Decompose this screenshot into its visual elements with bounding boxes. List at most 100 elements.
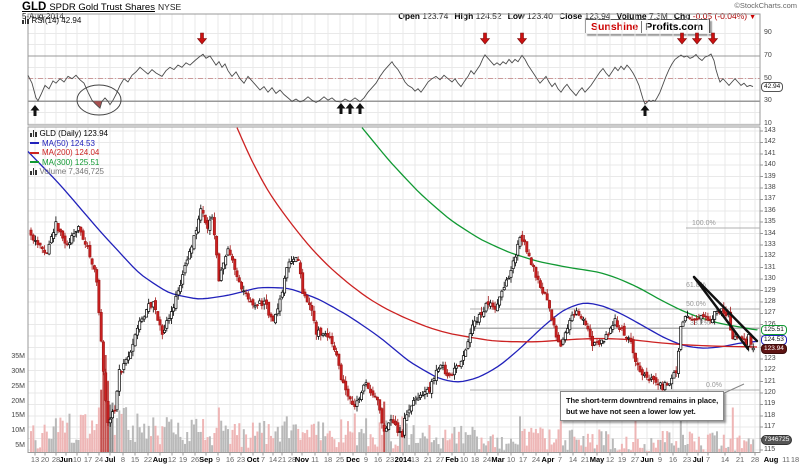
symbol-exchange: NYSE <box>158 2 182 12</box>
stockcharts-copyright: ©StockCharts.com <box>734 1 797 10</box>
date-tick-label: 22 <box>143 455 153 464</box>
price-tick-label: 130 <box>764 275 776 283</box>
sell-signal-arrow-icon <box>516 32 528 45</box>
volume-tick-label: 15M <box>11 412 25 420</box>
date-tick-label: Mar <box>491 455 505 464</box>
change-down-arrow-icon: ▼ <box>747 14 756 21</box>
price-tick-label: 134 <box>764 229 776 237</box>
price-tick-label: 143 <box>764 127 776 134</box>
date-tick-label: 19 <box>178 455 188 464</box>
price-tick-label: 119 <box>764 400 776 408</box>
badge-sunshine: Sunshine <box>586 20 643 33</box>
volume-tick-label: 5M <box>15 442 25 450</box>
rsi-tick-label: 50 <box>764 74 772 82</box>
last-price-pill: 123.94 <box>761 344 787 354</box>
date-tick-label: 24 <box>531 455 541 464</box>
date-tick-label: 23 <box>236 455 246 464</box>
price-tick-label: 133 <box>764 240 776 248</box>
date-tick-label: 17 <box>83 455 93 464</box>
date-tick-label: Feb <box>445 455 459 464</box>
date-tick-label: 27 <box>630 455 640 464</box>
price-tick-label: 118 <box>764 411 776 419</box>
date-tick-label: 16 <box>225 455 235 464</box>
volume-bars <box>30 355 755 452</box>
price-tick-label: 138 <box>764 183 776 191</box>
price-tick-label: 136 <box>764 206 776 214</box>
date-tick-label: 7 <box>557 455 563 464</box>
price-tick-label: 123 <box>764 354 776 362</box>
date-tick-label: 24 <box>482 455 492 464</box>
quote-field-label: Open <box>398 11 420 21</box>
quote-field-label: Close <box>559 11 583 21</box>
rsi-oversold-fill <box>93 101 648 109</box>
rsi-legend: RSI(14) 42.94 <box>22 16 81 25</box>
svg-text:50.0%: 50.0% <box>686 301 706 308</box>
date-tick-label: 14 <box>568 455 578 464</box>
date-tick-label: 15 <box>130 455 140 464</box>
date-tick-label: 10 <box>506 455 516 464</box>
symbol-link[interactable]: GLD SPDR Gold Trust Shares <box>22 1 155 13</box>
annotation-box: The short-term downtrend remains in plac… <box>560 391 725 421</box>
date-tick-label: 23 <box>682 455 692 464</box>
date-tick-label: Oct <box>246 455 260 464</box>
volume-tick-label: 25M <box>11 382 25 390</box>
price-tick-label: 139 <box>764 172 776 180</box>
date-tick-label: Nov <box>294 455 310 464</box>
price-tick-label: 135 <box>764 218 776 226</box>
legend-ma50-row: MA(50) 124.53 <box>30 139 108 149</box>
ma50-line <box>27 151 758 383</box>
rsi-tick-label: 70 <box>764 51 772 59</box>
volume-tick-label: 30M <box>11 367 25 375</box>
rsi-line <box>27 53 754 109</box>
buy-signal-arrow-icon <box>30 105 40 116</box>
legend-ma300-text: MA(300) 125.51 <box>42 157 100 167</box>
date-tick-label: 8 <box>120 455 126 464</box>
trendlines <box>692 275 759 351</box>
date-tick-label: 12 <box>167 455 177 464</box>
ma200-swatch <box>30 151 39 154</box>
price-tick-label: 117 <box>764 423 776 431</box>
svg-text:0.0%: 0.0% <box>706 382 722 389</box>
legend-symbol-text: GLD (Daily) 123.94 <box>39 129 108 138</box>
date-tick-label: 13 <box>410 455 420 464</box>
date-tick-label: Jul <box>104 455 116 464</box>
price-tick-label: 132 <box>764 252 776 260</box>
sell-signal-arrow-icon <box>707 32 719 45</box>
date-tick-label: 2014 <box>394 455 412 464</box>
rsi-value-pill: 42.94 <box>761 82 784 92</box>
legend-symbol-row: GLD (Daily) 123.94 <box>30 129 108 139</box>
rsi-signal-arrows <box>30 32 719 116</box>
date-tick-label: Dec <box>346 455 360 464</box>
date-tick-label: 7 <box>260 455 266 464</box>
price-tick-label: 141 <box>764 149 776 157</box>
svg-text:100.0%: 100.0% <box>692 220 716 227</box>
svg-text:61.8%: 61.8% <box>686 282 706 289</box>
quote-field-label: Chg <box>673 11 691 21</box>
volume-value-pill: 7346725 <box>761 435 793 445</box>
rsi-circle-annotation <box>76 84 122 116</box>
price-tick-label: 137 <box>764 195 776 203</box>
price-tick-label: 121 <box>764 377 776 385</box>
ma200-line <box>236 127 758 348</box>
chart-title: GLD SPDR Gold Trust Shares NYSE <box>22 1 181 13</box>
candlestick-icon <box>30 130 37 138</box>
date-tick-label: 17 <box>518 455 528 464</box>
date-tick-label: 27 <box>435 455 445 464</box>
price-tick-label: 115 <box>764 446 776 453</box>
date-tick-label: 14 <box>268 455 278 464</box>
date-tick-label: 21 <box>277 455 287 464</box>
price-tick-label: 128 <box>764 297 776 305</box>
candles-layer <box>29 204 755 439</box>
price-tick-label: 120 <box>764 389 776 397</box>
price-tick-label: 126 <box>764 321 776 328</box>
legend-ma200-text: MA(200) 124.04 <box>42 148 100 157</box>
symbol-ticker: GLD <box>22 1 47 13</box>
date-tick-label: 10 <box>72 455 82 464</box>
date-tick-label: 28 <box>287 455 297 464</box>
ma300-swatch <box>30 161 39 164</box>
date-tick-label: Apr <box>541 455 555 464</box>
rsi-tick-label: 90 <box>764 29 772 37</box>
price-tick-label: 129 <box>764 286 776 294</box>
date-tick-label: 25 <box>335 455 345 464</box>
quote-field-value: 7.3M <box>646 11 668 21</box>
